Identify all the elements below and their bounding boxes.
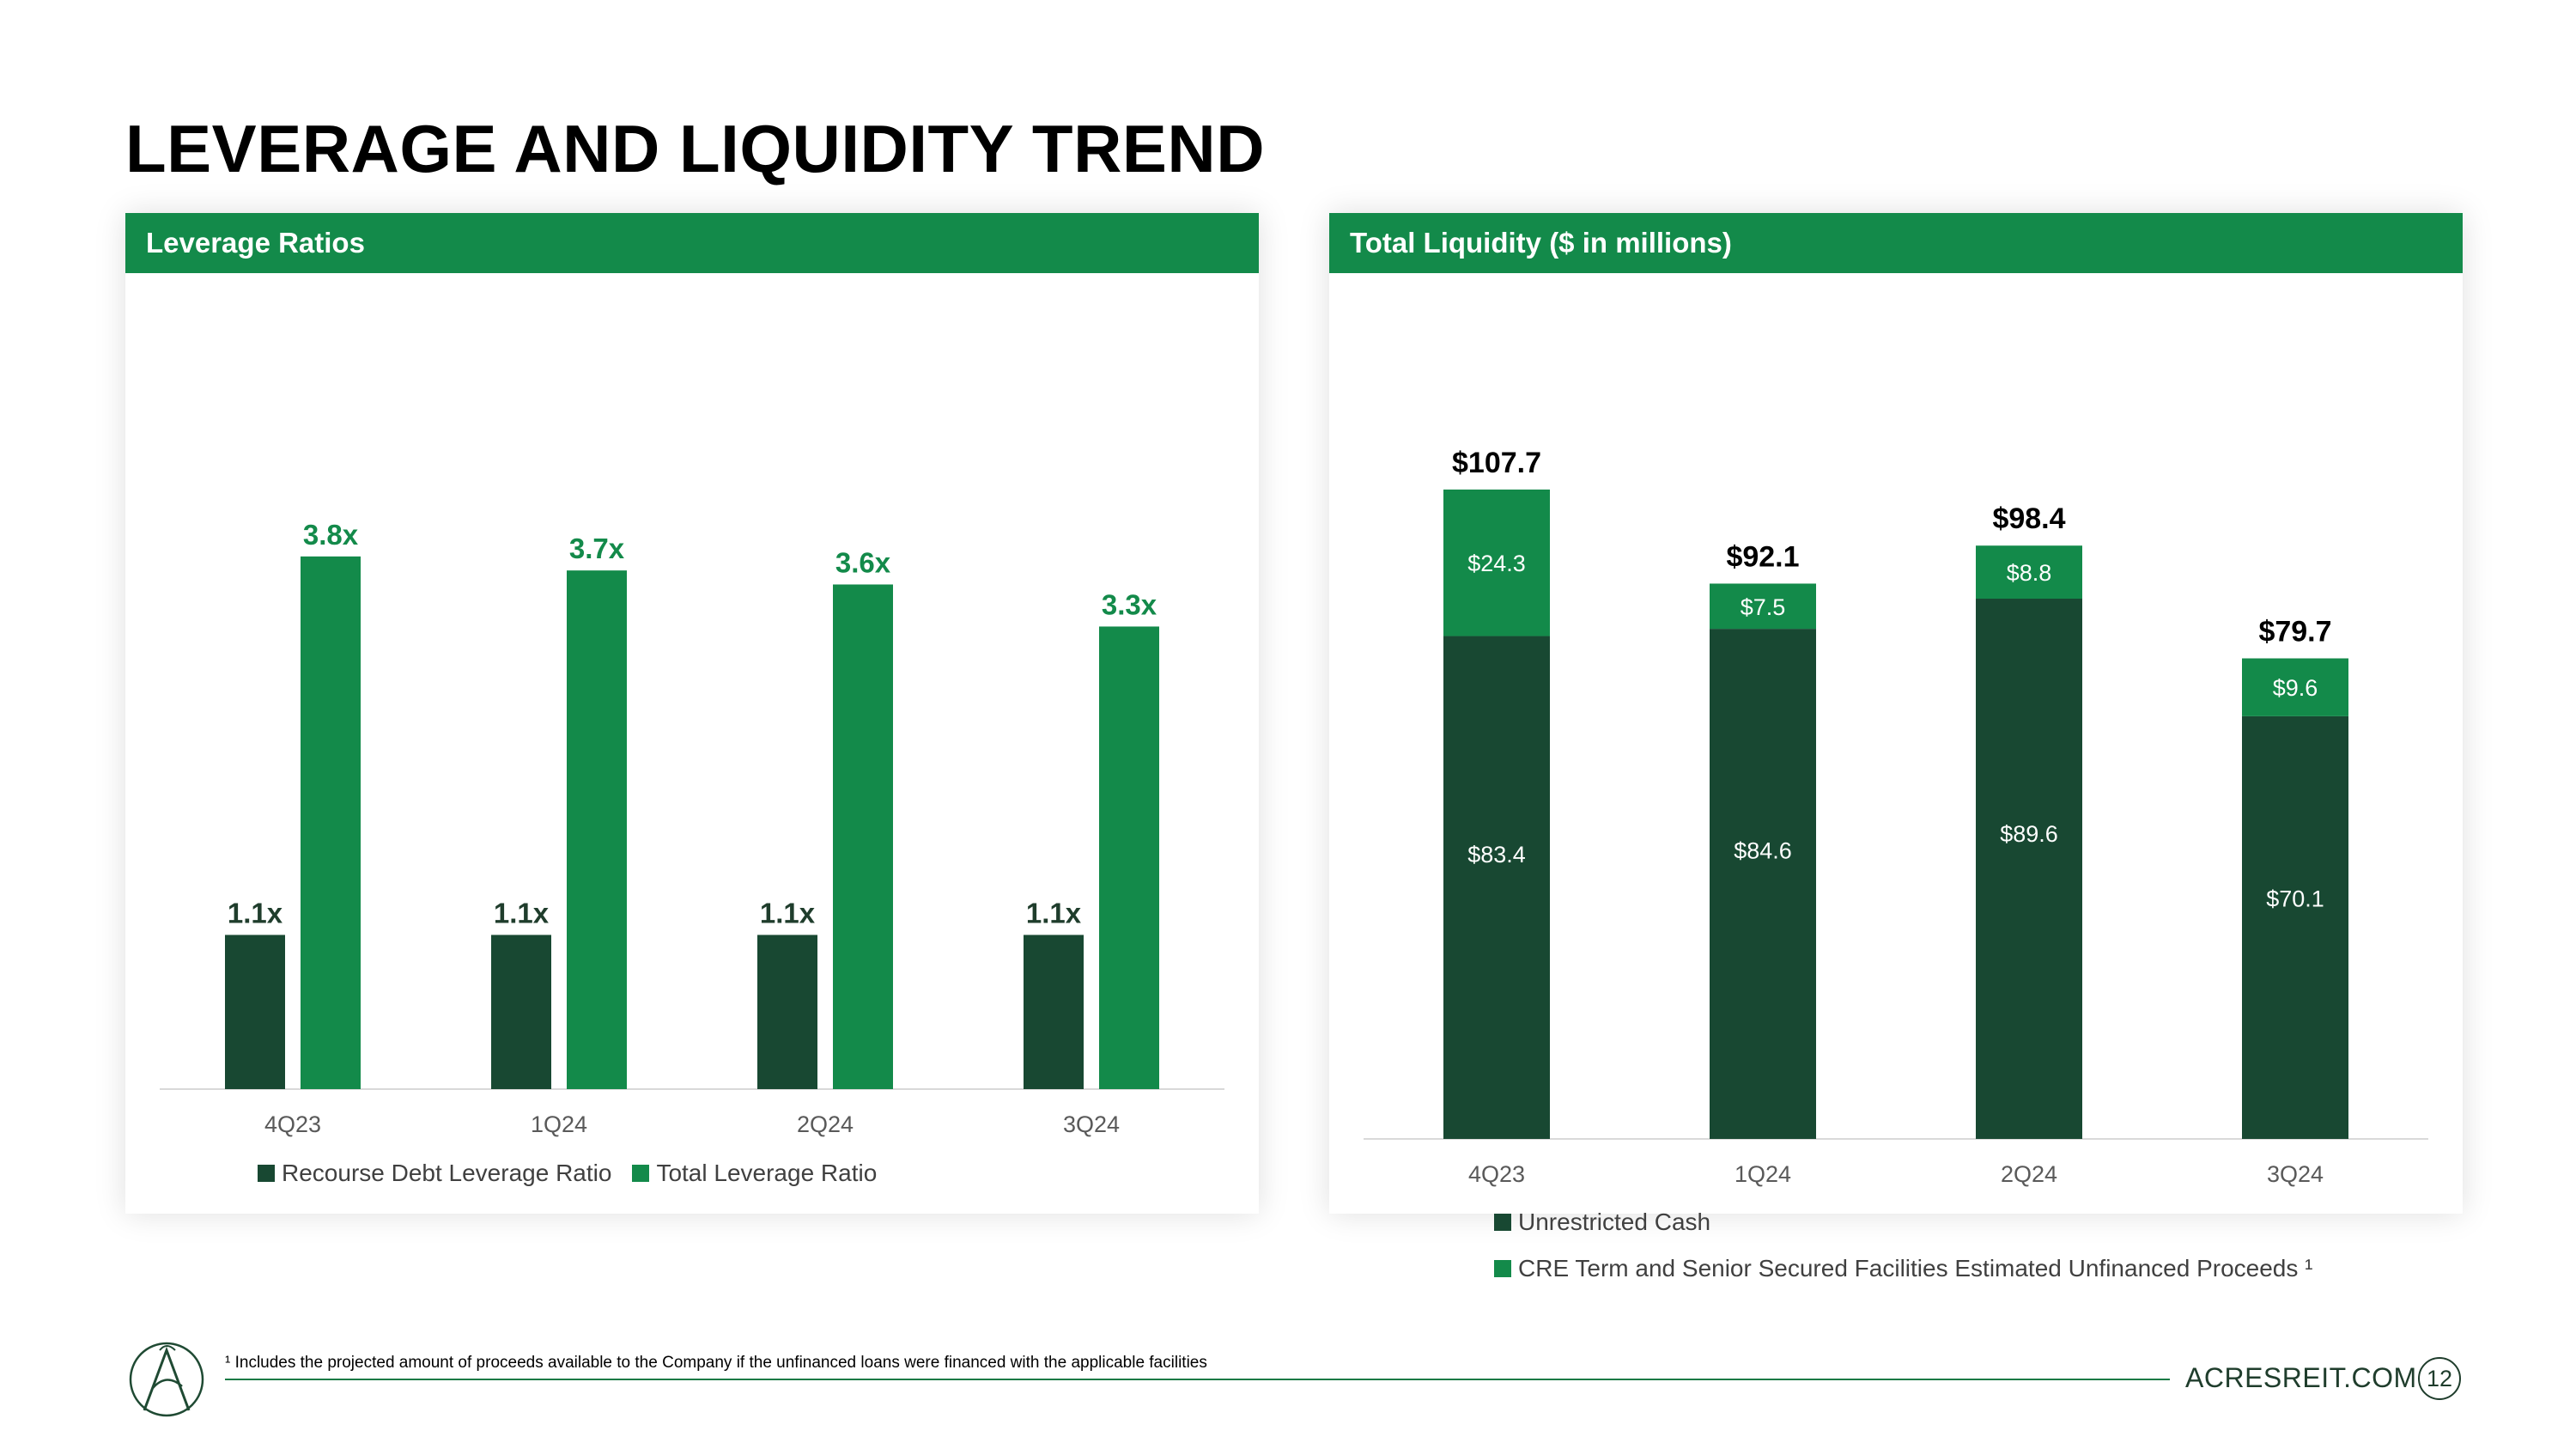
- legend-swatch-recourse: [258, 1165, 275, 1182]
- leverage-ratios-header: Leverage Ratios: [125, 213, 1259, 273]
- legend-item-total-leverage: Total Leverage Ratio: [632, 1160, 877, 1187]
- recourse-bar-4q23: [225, 935, 285, 1089]
- total-leverage-label-4q23: 3.8x: [303, 519, 359, 551]
- total-liquidity-header: Total Liquidity ($ in millions): [1329, 213, 2463, 273]
- x-tick-label-3q24: 3Q24: [2267, 1161, 2324, 1187]
- total-label-1q24: $92.1: [1726, 540, 1799, 573]
- recourse-bar-1q24: [491, 935, 551, 1089]
- cash-label-2q24: $89.6: [2000, 821, 2058, 847]
- footnote: ¹ Includes the projected amount of proce…: [225, 1354, 1207, 1372]
- total-leverage-bar-4q23: [301, 556, 361, 1089]
- leverage-ratios-panel: Leverage Ratios 1.1x 3.8x 4Q23 1.1x 3.7x 1Q24…: [125, 213, 1259, 1214]
- total-label-4q23: $107.7: [1452, 447, 1541, 479]
- liquidity-legend: Unrestricted Cash CRE Term and Senior Se…: [1494, 1209, 2312, 1282]
- proceeds-label-3q24: $9.6: [2273, 675, 2318, 701]
- recourse-label-3q24: 1.1x: [1026, 897, 1082, 928]
- x-tick-label-3q24: 3Q24: [1063, 1111, 1120, 1137]
- leverage-ratios-chart: 1.1x 3.8x 4Q23 1.1x 3.7x 1Q24 1.1x 3.6x 2Q24 1.1x…: [160, 519, 1224, 1137]
- total-leverage-bar-3q24: [1099, 626, 1159, 1089]
- legend-label-unfinanced-proceeds: CRE Term and Senior Secured Facilities E…: [1518, 1255, 2313, 1282]
- legend-swatch-unfinanced-proceeds: [1494, 1260, 1511, 1277]
- page-number: 12: [2418, 1357, 2461, 1400]
- total-liquidity-panel: Total Liquidity ($ in millions) $83.4 $24…: [1329, 213, 2463, 1214]
- legend-item-recourse: Recourse Debt Leverage Ratio: [258, 1160, 611, 1187]
- total-leverage-label-1q24: 3.7x: [569, 533, 625, 564]
- leverage-legend: Recourse Debt Leverage Ratio Total Lever…: [258, 1160, 877, 1187]
- cash-label-3q24: $70.1: [2266, 886, 2324, 911]
- x-tick-label-1q24: 1Q24: [531, 1111, 587, 1137]
- recourse-bar-2q24: [757, 935, 817, 1089]
- cash-bar-4q23: [1443, 636, 1550, 1139]
- x-tick-label-4q23: 4Q23: [1468, 1161, 1525, 1187]
- legend-label-total-leverage: Total Leverage Ratio: [656, 1160, 878, 1186]
- x-tick-label-1q24: 1Q24: [1735, 1161, 1791, 1187]
- legend-item-unrestricted-cash: Unrestricted Cash: [1494, 1209, 2312, 1236]
- legend-item-unfinanced-proceeds: CRE Term and Senior Secured Facilities E…: [1494, 1255, 2312, 1282]
- proceeds-label-1q24: $7.5: [1741, 594, 1786, 620]
- page-title: LEVERAGE AND LIQUIDITY TREND: [125, 111, 1266, 186]
- proceeds-label-2q24: $8.8: [2007, 560, 2052, 586]
- proceeds-bar-2q24: [1976, 545, 2082, 600]
- cash-label-1q24: $84.6: [1734, 837, 1792, 863]
- recourse-label-4q23: 1.1x: [228, 897, 283, 928]
- footer-divider: [225, 1379, 2170, 1380]
- legend-swatch-total-leverage: [632, 1165, 650, 1182]
- cash-bar-1q24: [1710, 629, 1816, 1139]
- proceeds-bar-1q24: [1710, 583, 1816, 630]
- legend-label-unrestricted-cash: Unrestricted Cash: [1518, 1209, 1711, 1235]
- recourse-label-2q24: 1.1x: [760, 897, 816, 928]
- cash-bar-2q24: [1976, 599, 2082, 1139]
- x-tick-label-4q23: 4Q23: [264, 1111, 321, 1137]
- x-tick-label-2q24: 2Q24: [2001, 1161, 2057, 1187]
- legend-swatch-unrestricted-cash: [1494, 1214, 1511, 1231]
- x-tick-label-2q24: 2Q24: [797, 1111, 854, 1137]
- total-leverage-bar-1q24: [567, 570, 627, 1089]
- total-leverage-label-2q24: 3.6x: [835, 546, 891, 578]
- legend-label-recourse: Recourse Debt Leverage Ratio: [282, 1160, 612, 1186]
- cash-bar-3q24: [2242, 715, 2348, 1139]
- total-label-3q24: $79.7: [2258, 616, 2331, 648]
- proceeds-bar-4q23: [1443, 489, 1550, 636]
- total-leverage-bar-2q24: [833, 584, 893, 1089]
- site-url: ACRESREIT.COM: [2185, 1362, 2417, 1393]
- cash-label-4q23: $83.4: [1467, 842, 1526, 868]
- recourse-bar-3q24: [1024, 935, 1084, 1089]
- total-label-2q24: $98.4: [1992, 502, 2065, 535]
- proceeds-label-4q23: $24.3: [1467, 551, 1526, 576]
- proceeds-bar-3q24: [2242, 658, 2348, 716]
- total-liquidity-chart: $83.4 $24.3 $107.7 4Q23 $84.6 $7.5 $92.1 1Q24 $8…: [1364, 447, 2428, 1187]
- total-leverage-label-3q24: 3.3x: [1102, 588, 1157, 620]
- acres-logo-icon: [129, 1342, 204, 1417]
- recourse-label-1q24: 1.1x: [494, 897, 550, 928]
